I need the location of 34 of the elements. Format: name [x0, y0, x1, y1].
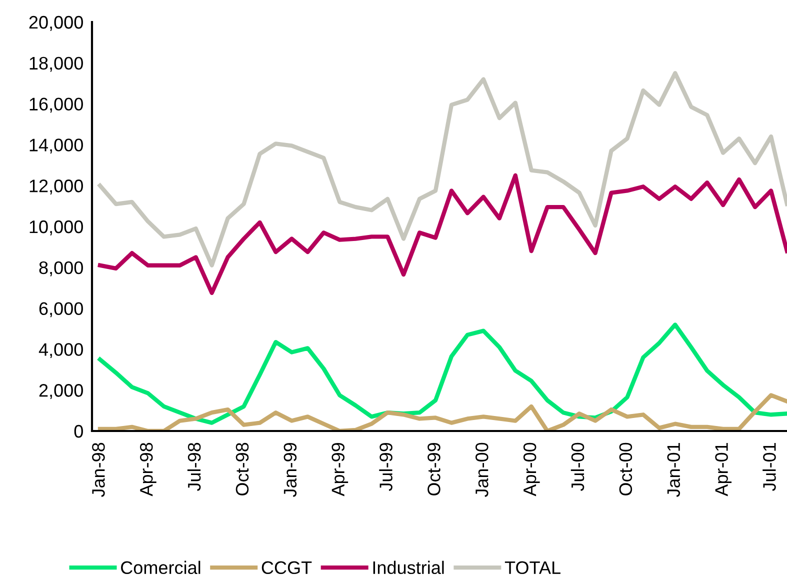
x-tick-label: Oct-98	[236, 442, 249, 496]
line-series	[98, 71, 787, 268]
y-tick-label: 4,000	[38, 343, 83, 358]
y-tick-label: 14,000	[30, 138, 83, 154]
y-tick-label: 18,000	[30, 56, 83, 72]
y-tick-label: 0	[74, 424, 83, 438]
y-tick-label: 2,000	[39, 384, 83, 399]
y-tick-label: 16,000	[30, 98, 83, 113]
y-tick-label: 8,000	[39, 261, 83, 276]
x-tick-label: Jul-98	[187, 442, 201, 491]
legend-label: Industrial	[373, 560, 444, 574]
y-tick-label: 6,000	[39, 302, 83, 318]
x-tick-label: Jul-00	[570, 442, 584, 491]
y-tick-label: 10,000	[30, 220, 83, 236]
x-tick-label: Apr-98	[140, 442, 156, 496]
x-tick-label: Oct-00	[619, 442, 632, 496]
legend-label: TOTAL	[504, 561, 560, 574]
line-series	[98, 322, 787, 425]
y-tick-label: 12,000	[30, 180, 83, 194]
x-tick-label: Oct-99	[428, 442, 440, 496]
x-tick-label: Jul-01	[762, 442, 776, 491]
x-tick-label: Apr-01	[715, 442, 732, 496]
x-tick-label: Apr-00	[523, 442, 540, 496]
line-series	[98, 173, 787, 296]
y-tick-label: 20,000	[29, 16, 83, 31]
x-tick-label: Jan-01	[667, 442, 680, 498]
line-series	[98, 393, 787, 431]
x-tick-label: Jan-00	[476, 442, 488, 498]
x-tick-label: Apr-99	[332, 442, 348, 496]
x-tick-label: Jan-99	[284, 442, 297, 498]
x-tick-label: Jul-99	[379, 442, 392, 491]
legend-label: Comercial	[121, 560, 200, 574]
legend-label: CCGT	[262, 561, 312, 574]
x-tick-label: Jan-98	[92, 442, 105, 498]
